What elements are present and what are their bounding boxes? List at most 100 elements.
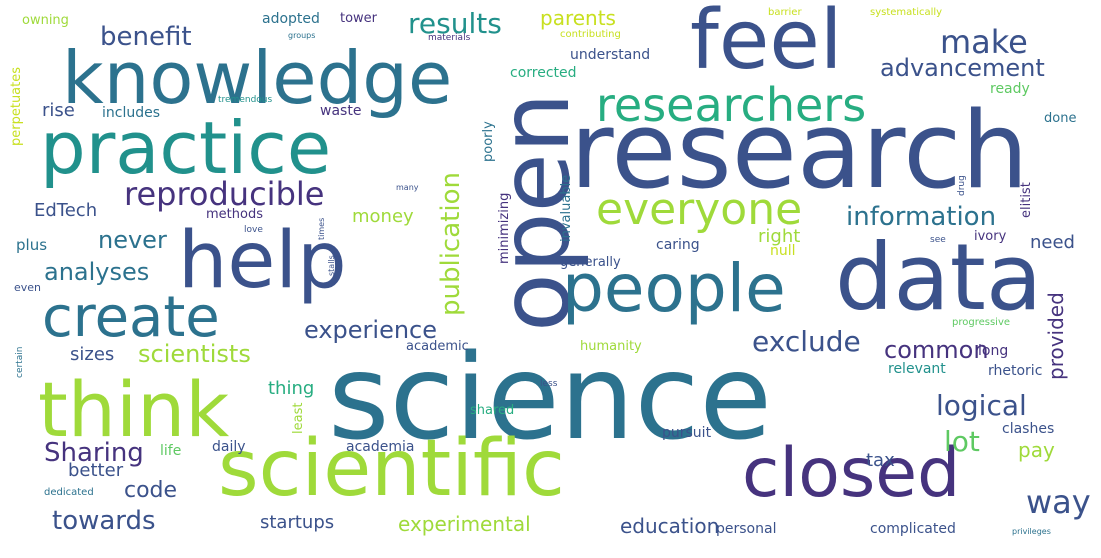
word-pursuit: pursuit xyxy=(662,426,711,440)
word-text: publication xyxy=(436,172,466,316)
word-advancement: advancement xyxy=(880,56,1045,80)
word-text: null xyxy=(770,243,796,259)
word-provided: provided xyxy=(1044,292,1068,380)
word-even: even xyxy=(14,282,41,293)
word-sharing: Sharing xyxy=(44,440,144,466)
word-towards: towards xyxy=(52,508,156,534)
word-text: Sharing xyxy=(44,438,144,468)
word-invaluable: invaluable xyxy=(559,174,574,242)
word-humanity: humanity xyxy=(580,340,642,353)
word-text: lot xyxy=(944,425,980,458)
word-text: benefit xyxy=(100,22,192,52)
word-text: better xyxy=(68,460,124,481)
word-closed: closed xyxy=(742,440,960,508)
word-pay: pay xyxy=(1018,440,1055,460)
word-tower: tower xyxy=(340,12,377,25)
word-poorly: poorly xyxy=(481,121,496,162)
word-practice: practice xyxy=(40,112,331,184)
word-text: rise xyxy=(42,100,75,121)
word-text: generally xyxy=(560,255,621,270)
word-daily: daily xyxy=(212,440,246,454)
word-text: times xyxy=(317,217,326,240)
word-rise: rise xyxy=(42,102,75,120)
word-text: practice xyxy=(40,106,332,190)
word-startups: startups xyxy=(260,514,334,532)
word-text: money xyxy=(352,206,414,227)
word-help: help xyxy=(178,222,347,300)
word-text: people xyxy=(562,250,786,327)
word-minimizing: minimizing xyxy=(497,192,512,264)
word-text: humanity xyxy=(580,339,642,354)
word-understand: understand xyxy=(570,48,650,62)
word-text: see xyxy=(930,235,946,245)
word-lot: lot xyxy=(944,428,980,456)
word-research: research xyxy=(570,98,1029,204)
word-plus: plus xyxy=(16,238,47,253)
word-text: love xyxy=(244,225,263,235)
word-shared: shared xyxy=(470,404,514,417)
word-tremendous: tremendous xyxy=(218,96,272,105)
word-certain: certain xyxy=(15,347,25,378)
word-text: invaluable xyxy=(559,174,574,242)
word-relevant: relevant xyxy=(888,362,946,376)
word-text: relevant xyxy=(888,361,946,377)
word-generally: generally xyxy=(560,256,621,269)
word-experience: experience xyxy=(304,318,437,342)
word-text: includes xyxy=(102,105,161,121)
word-least: least xyxy=(291,402,306,434)
word-text: many xyxy=(396,183,419,192)
word-text: advancement xyxy=(880,54,1045,82)
word-way: way xyxy=(1026,486,1091,518)
word-text: education xyxy=(620,514,720,538)
word-many: many xyxy=(396,184,419,192)
word-love: love xyxy=(244,226,263,235)
word-owning: owning xyxy=(22,14,69,27)
word-sizes: sizes xyxy=(70,346,114,364)
word-thing: thing xyxy=(268,380,314,398)
word-text: contributing xyxy=(560,29,621,40)
word-text: feel xyxy=(690,0,843,88)
word-text: systematically xyxy=(870,7,943,18)
word-methods: methods xyxy=(206,208,263,221)
word-text: done xyxy=(1044,111,1077,126)
word-ivory: ivory xyxy=(974,230,1006,243)
word-common: common xyxy=(884,338,989,362)
word-text: never xyxy=(98,226,167,254)
word-logical: logical xyxy=(936,392,1027,420)
word-text: research xyxy=(570,89,1029,212)
word-contributing: contributing xyxy=(560,30,621,40)
word-text: pay xyxy=(1018,438,1055,462)
word-feel: feel xyxy=(690,0,843,82)
word-text: reproducible xyxy=(124,175,325,213)
word-money: money xyxy=(352,208,414,226)
word-code: code xyxy=(124,480,177,502)
word-text: information xyxy=(846,202,997,232)
word-corrected: corrected xyxy=(510,66,577,80)
word-text: groups xyxy=(288,31,316,40)
word-text: less xyxy=(540,379,558,389)
word-academic: academic xyxy=(406,340,469,353)
word-think: think xyxy=(38,372,229,448)
word-results: results xyxy=(408,10,502,38)
word-text: waste xyxy=(320,103,362,119)
word-text: common xyxy=(884,336,989,364)
word-systematically: systematically xyxy=(870,8,942,18)
word-text: clashes xyxy=(1002,421,1055,437)
word-null: null xyxy=(770,244,796,258)
word-text: drug xyxy=(957,175,967,196)
word-text: data xyxy=(835,224,1043,331)
word-stalls: stalls xyxy=(327,255,336,276)
word-caring: caring xyxy=(656,238,700,252)
word-benefit: benefit xyxy=(100,24,192,50)
word-life: life xyxy=(160,444,181,458)
word-text: least xyxy=(291,402,306,434)
word-text: ivory xyxy=(974,229,1007,244)
word-exclude: exclude xyxy=(752,328,861,356)
word-rhetoric: rhetoric xyxy=(988,364,1042,378)
word-text: tremendous xyxy=(218,95,273,105)
word-text: think xyxy=(38,365,230,454)
word-text: analyses xyxy=(44,258,150,286)
word-text: minimizing xyxy=(497,192,512,264)
word-text: tax xyxy=(866,450,895,471)
